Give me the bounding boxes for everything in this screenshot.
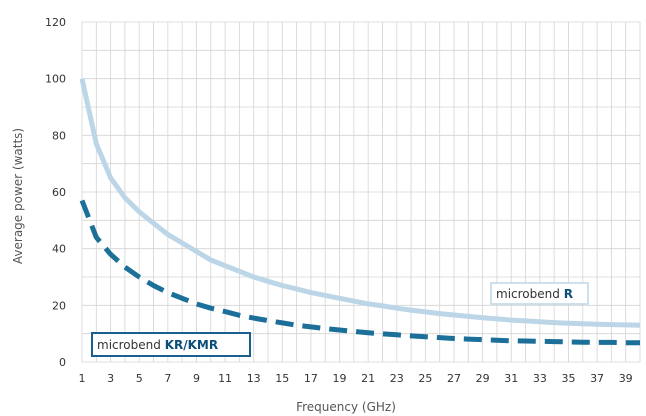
x-tick-label: 5 xyxy=(136,372,143,385)
x-tick-label: 27 xyxy=(447,372,461,385)
series-label-microbend-r: microbend R xyxy=(490,282,589,305)
x-tick-label: 35 xyxy=(561,372,575,385)
x-tick-label: 23 xyxy=(390,372,404,385)
x-tick-label: 9 xyxy=(193,372,200,385)
y-axis-ticks: 0 20 40 60 80 100 120 xyxy=(45,16,66,369)
x-tick-label: 37 xyxy=(590,372,604,385)
series-line-microbend-kr-kmr xyxy=(79,199,640,346)
x-tick-label: 11 xyxy=(218,372,232,385)
series-label-microbend-r-code: R xyxy=(564,287,573,301)
x-axis-ticks: 1 3 5 7 9 11 13 15 17 19 21 23 25 27 29 31 33 35 37 39 xyxy=(79,372,633,385)
x-tick-label: 25 xyxy=(418,372,432,385)
x-tick-label: 15 xyxy=(275,372,289,385)
grid xyxy=(81,21,641,363)
series-label-microbend-kr-kmr-text: microbend KR/KMR xyxy=(97,338,218,352)
x-tick-label: 17 xyxy=(304,372,318,385)
x-tick-label: 19 xyxy=(333,372,347,385)
x-axis-title: Frequency (GHz) xyxy=(296,400,396,414)
y-tick-label: 80 xyxy=(52,129,66,142)
series-label-microbend-kr-kmr-box xyxy=(91,332,251,357)
x-tick-label: 13 xyxy=(247,372,261,385)
y-tick-label: 40 xyxy=(52,243,66,256)
x-tick-label: 1 xyxy=(79,372,86,385)
series-label-microbend-kr-kmr: microbend KR/KMR xyxy=(91,332,251,357)
y-tick-label: 20 xyxy=(52,299,66,312)
x-tick-label: 29 xyxy=(476,372,490,385)
series-label-microbend-kr-kmr-word: microbend xyxy=(97,338,161,352)
x-tick-label: 39 xyxy=(619,372,633,385)
x-tick-label: 3 xyxy=(107,372,114,385)
x-tick-label: 21 xyxy=(361,372,375,385)
y-tick-label: 60 xyxy=(52,186,66,199)
series-label-microbend-kr-kmr-code: KR/KMR xyxy=(165,338,218,352)
x-tick-label: 33 xyxy=(533,372,547,385)
y-tick-label: 100 xyxy=(45,73,66,86)
series-lines xyxy=(79,78,641,346)
x-tick-label: 7 xyxy=(164,372,171,385)
series-label-microbend-r-box xyxy=(490,282,589,305)
x-tick-label: 31 xyxy=(504,372,518,385)
series-label-microbend-r-text: microbend R xyxy=(496,287,573,301)
y-tick-label: 120 xyxy=(45,16,66,29)
series-label-microbend-r-word: microbend xyxy=(496,287,560,301)
y-axis-title: Average power (watts) xyxy=(11,128,25,264)
y-tick-label: 0 xyxy=(59,356,66,369)
series-line-microbend-r xyxy=(79,78,641,328)
